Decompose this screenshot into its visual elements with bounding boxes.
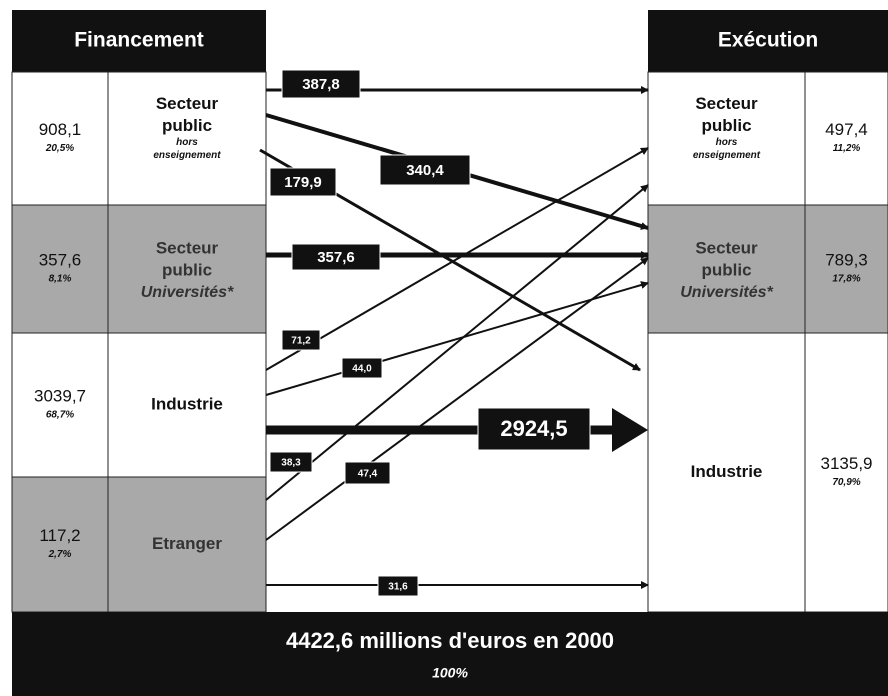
header-title: Financement <box>74 29 204 52</box>
row-label: Etranger <box>152 534 222 553</box>
financement-table: Financement 908,1 20,5% Secteur public hors en… <box>11 10 267 613</box>
number-cell <box>804 332 888 613</box>
row-sublabel: Universités* <box>141 284 234 301</box>
row-value: 3039,7 <box>34 386 86 405</box>
row-sublabel: enseignement <box>693 150 761 161</box>
flow-label: 44,0 <box>352 364 372 375</box>
row-label: Secteur <box>695 94 758 113</box>
row-value: 789,3 <box>825 250 868 269</box>
row-share: 11,2% <box>833 143 861 154</box>
header <box>12 10 266 72</box>
flow-label: 357,6 <box>317 249 355 266</box>
row-share: 68,7% <box>46 410 74 421</box>
flow-label: 47,4 <box>358 469 378 480</box>
row-sublabel: Universités* <box>680 284 773 301</box>
row-share: 17,8% <box>832 274 860 285</box>
row-value: 908,1 <box>39 120 82 139</box>
label-cell <box>647 332 806 613</box>
flow-label: 340,4 <box>406 162 444 179</box>
flow-label: 31,6 <box>388 582 408 593</box>
flow-label-box <box>477 407 591 451</box>
row-share: 20,5% <box>45 143 74 154</box>
row-label: Secteur <box>156 94 219 113</box>
flow-label: 387,8 <box>302 76 340 93</box>
flow-label: 71,2 <box>291 336 311 347</box>
label-cell <box>107 476 267 613</box>
total-share: 100% <box>432 665 468 681</box>
flow-label: 38,3 <box>281 458 301 469</box>
row-label: public <box>162 260 212 279</box>
total-banner <box>12 612 888 696</box>
flow-arrow <box>265 147 649 371</box>
execution-table: Exécution 497,4 11,2% Secteur public hors ense… <box>647 10 888 613</box>
label-cell <box>107 204 267 334</box>
header-title: Exécution <box>718 29 818 52</box>
row-share: 8,1% <box>49 274 72 285</box>
flow-label-box <box>269 451 313 473</box>
number-cell <box>11 476 109 613</box>
flow-label: 2924,5 <box>500 416 567 441</box>
flow-label-box <box>377 575 419 597</box>
row-value: 117,2 <box>39 526 80 545</box>
row-share: 70,9% <box>832 477 860 488</box>
flow-label-box <box>281 329 321 351</box>
flow-arrow <box>265 184 649 501</box>
flow-label-box <box>341 357 383 379</box>
row-share: 2,7% <box>48 549 72 560</box>
row-label: Industrie <box>691 462 763 481</box>
flows: 387,8 340,4 179,9 357,6 71,2 44,0 2924,5 38,3 47… <box>259 69 649 597</box>
total-label: 4422,6 millions d'euros en 2000 <box>286 628 614 653</box>
row-label: Secteur <box>156 238 219 257</box>
number-cell <box>804 204 888 334</box>
row-label: public <box>701 116 751 135</box>
row-value: 497,4 <box>825 120 868 139</box>
row-value: 3135,9 <box>821 454 873 473</box>
number-cell <box>11 332 109 478</box>
number-cell <box>11 204 109 334</box>
flow-arrowhead <box>612 408 648 452</box>
row-label: public <box>162 116 212 135</box>
flow-arrow <box>265 257 649 541</box>
row-label: Secteur <box>695 238 758 257</box>
row-label: public <box>701 260 751 279</box>
label-cell <box>107 332 267 478</box>
flow-label-box <box>291 243 381 271</box>
flow-arrow <box>265 281 649 396</box>
row-sublabel: hors <box>176 137 198 148</box>
flow-label: 179,9 <box>284 174 322 191</box>
flow-label-box <box>344 461 391 485</box>
row-sublabel: hors <box>716 137 738 148</box>
flow-label-box <box>269 167 337 197</box>
label-cell <box>647 71 806 206</box>
flow-label-box <box>281 69 361 99</box>
header <box>648 10 888 72</box>
flow-label-box <box>379 154 471 186</box>
label-cell <box>107 71 267 206</box>
row-label: Industrie <box>151 394 223 413</box>
row-sublabel: enseignement <box>153 150 221 161</box>
row-value: 357,6 <box>39 250 82 269</box>
